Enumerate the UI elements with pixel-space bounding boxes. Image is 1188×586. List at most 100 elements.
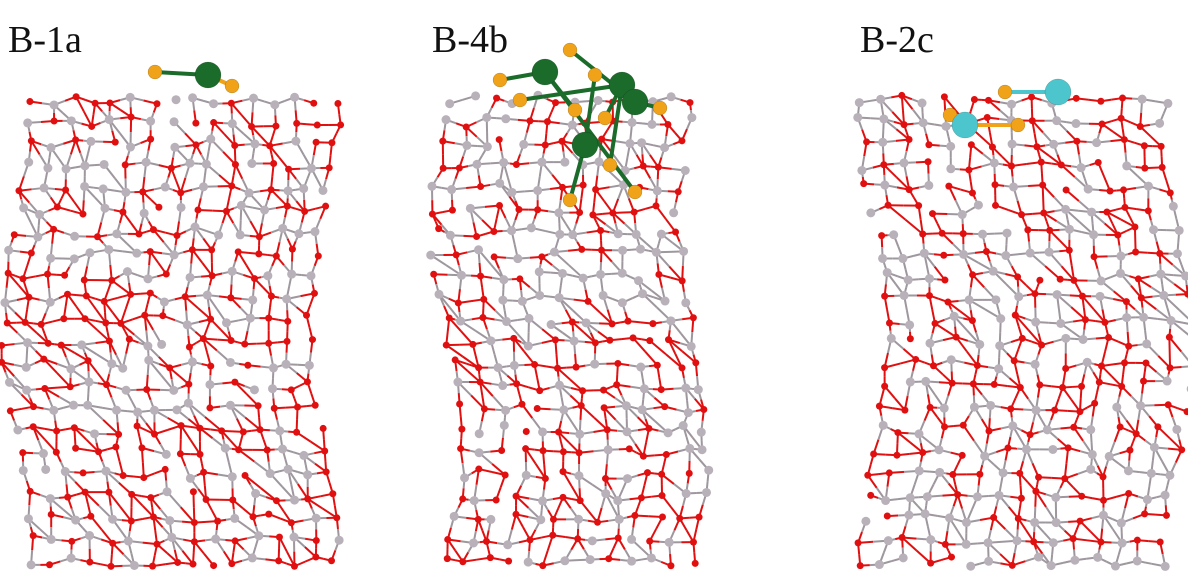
atom bbox=[135, 231, 142, 238]
atom bbox=[996, 314, 1005, 323]
atom bbox=[513, 254, 522, 263]
atom bbox=[218, 427, 225, 434]
atom bbox=[974, 201, 983, 210]
atom bbox=[861, 517, 870, 526]
atom bbox=[519, 140, 528, 149]
atom bbox=[664, 121, 671, 128]
atom bbox=[1096, 276, 1105, 285]
atom bbox=[540, 447, 547, 454]
atom bbox=[123, 267, 132, 276]
atom bbox=[222, 318, 231, 327]
atom bbox=[249, 94, 258, 103]
atom bbox=[30, 532, 37, 539]
atom bbox=[613, 496, 622, 505]
atom bbox=[67, 554, 76, 563]
atom bbox=[560, 448, 567, 455]
atom bbox=[205, 380, 214, 389]
atom bbox=[923, 492, 932, 501]
atom bbox=[248, 123, 255, 130]
atom bbox=[578, 246, 585, 253]
atom bbox=[271, 405, 278, 412]
atom bbox=[1163, 377, 1172, 386]
atom bbox=[117, 320, 124, 327]
atom bbox=[202, 160, 211, 169]
atom bbox=[655, 164, 662, 171]
atom bbox=[887, 334, 896, 343]
atom bbox=[1015, 515, 1022, 522]
atom bbox=[304, 378, 311, 385]
atom bbox=[921, 509, 930, 518]
atom bbox=[905, 320, 914, 329]
atom bbox=[1079, 293, 1086, 300]
atom bbox=[870, 450, 877, 457]
atom bbox=[1036, 277, 1043, 284]
atom bbox=[1053, 290, 1062, 299]
atom bbox=[426, 251, 435, 260]
atom bbox=[1027, 431, 1034, 438]
atom bbox=[886, 469, 893, 476]
atom bbox=[687, 342, 696, 351]
atom bbox=[299, 184, 308, 193]
atom bbox=[1086, 465, 1095, 474]
atom bbox=[919, 118, 928, 127]
atom bbox=[577, 497, 584, 504]
atom bbox=[498, 447, 505, 454]
atom bbox=[1003, 229, 1012, 238]
atom bbox=[586, 555, 595, 564]
atom bbox=[560, 468, 567, 475]
atom bbox=[329, 490, 336, 497]
atom bbox=[679, 277, 686, 284]
atom bbox=[685, 444, 694, 453]
atom bbox=[1018, 495, 1025, 502]
atom bbox=[574, 515, 583, 524]
cluster-atom bbox=[225, 79, 239, 93]
atom bbox=[1014, 292, 1023, 301]
atom bbox=[1172, 425, 1181, 434]
atom bbox=[291, 137, 300, 146]
atom bbox=[1091, 253, 1098, 260]
atom bbox=[209, 272, 216, 279]
atom bbox=[193, 141, 200, 148]
atom bbox=[976, 471, 983, 478]
atom bbox=[208, 246, 215, 253]
atom bbox=[1004, 445, 1011, 452]
atom bbox=[108, 515, 117, 524]
atom bbox=[474, 245, 483, 254]
atom bbox=[1061, 334, 1070, 343]
atom bbox=[266, 142, 273, 149]
atom bbox=[1156, 270, 1165, 279]
atom bbox=[588, 536, 597, 545]
atom bbox=[881, 364, 888, 371]
cluster-atom bbox=[952, 112, 978, 138]
atom bbox=[185, 159, 194, 168]
atom bbox=[1114, 231, 1121, 238]
atom bbox=[687, 113, 696, 122]
atom bbox=[984, 538, 993, 547]
atom bbox=[143, 342, 152, 351]
atom bbox=[658, 471, 665, 478]
atom bbox=[857, 562, 864, 569]
atom bbox=[615, 534, 622, 541]
atom bbox=[200, 335, 207, 342]
atom bbox=[655, 271, 662, 278]
atom bbox=[150, 513, 157, 520]
cluster-atom bbox=[195, 62, 221, 88]
atom bbox=[1038, 159, 1045, 166]
atom bbox=[268, 186, 275, 193]
atom bbox=[945, 513, 954, 522]
atom bbox=[475, 448, 484, 457]
atom bbox=[1107, 188, 1114, 195]
atom bbox=[186, 343, 193, 350]
atom bbox=[165, 516, 174, 525]
atom bbox=[512, 511, 519, 518]
atom bbox=[1052, 518, 1061, 527]
atom bbox=[1166, 334, 1173, 341]
atom bbox=[105, 115, 114, 124]
panel-label: B-1a bbox=[8, 19, 82, 61]
atom bbox=[160, 297, 169, 306]
atom bbox=[649, 320, 656, 327]
atom bbox=[130, 561, 139, 570]
atom bbox=[1051, 493, 1060, 502]
atom bbox=[278, 224, 287, 233]
atom bbox=[275, 557, 282, 564]
